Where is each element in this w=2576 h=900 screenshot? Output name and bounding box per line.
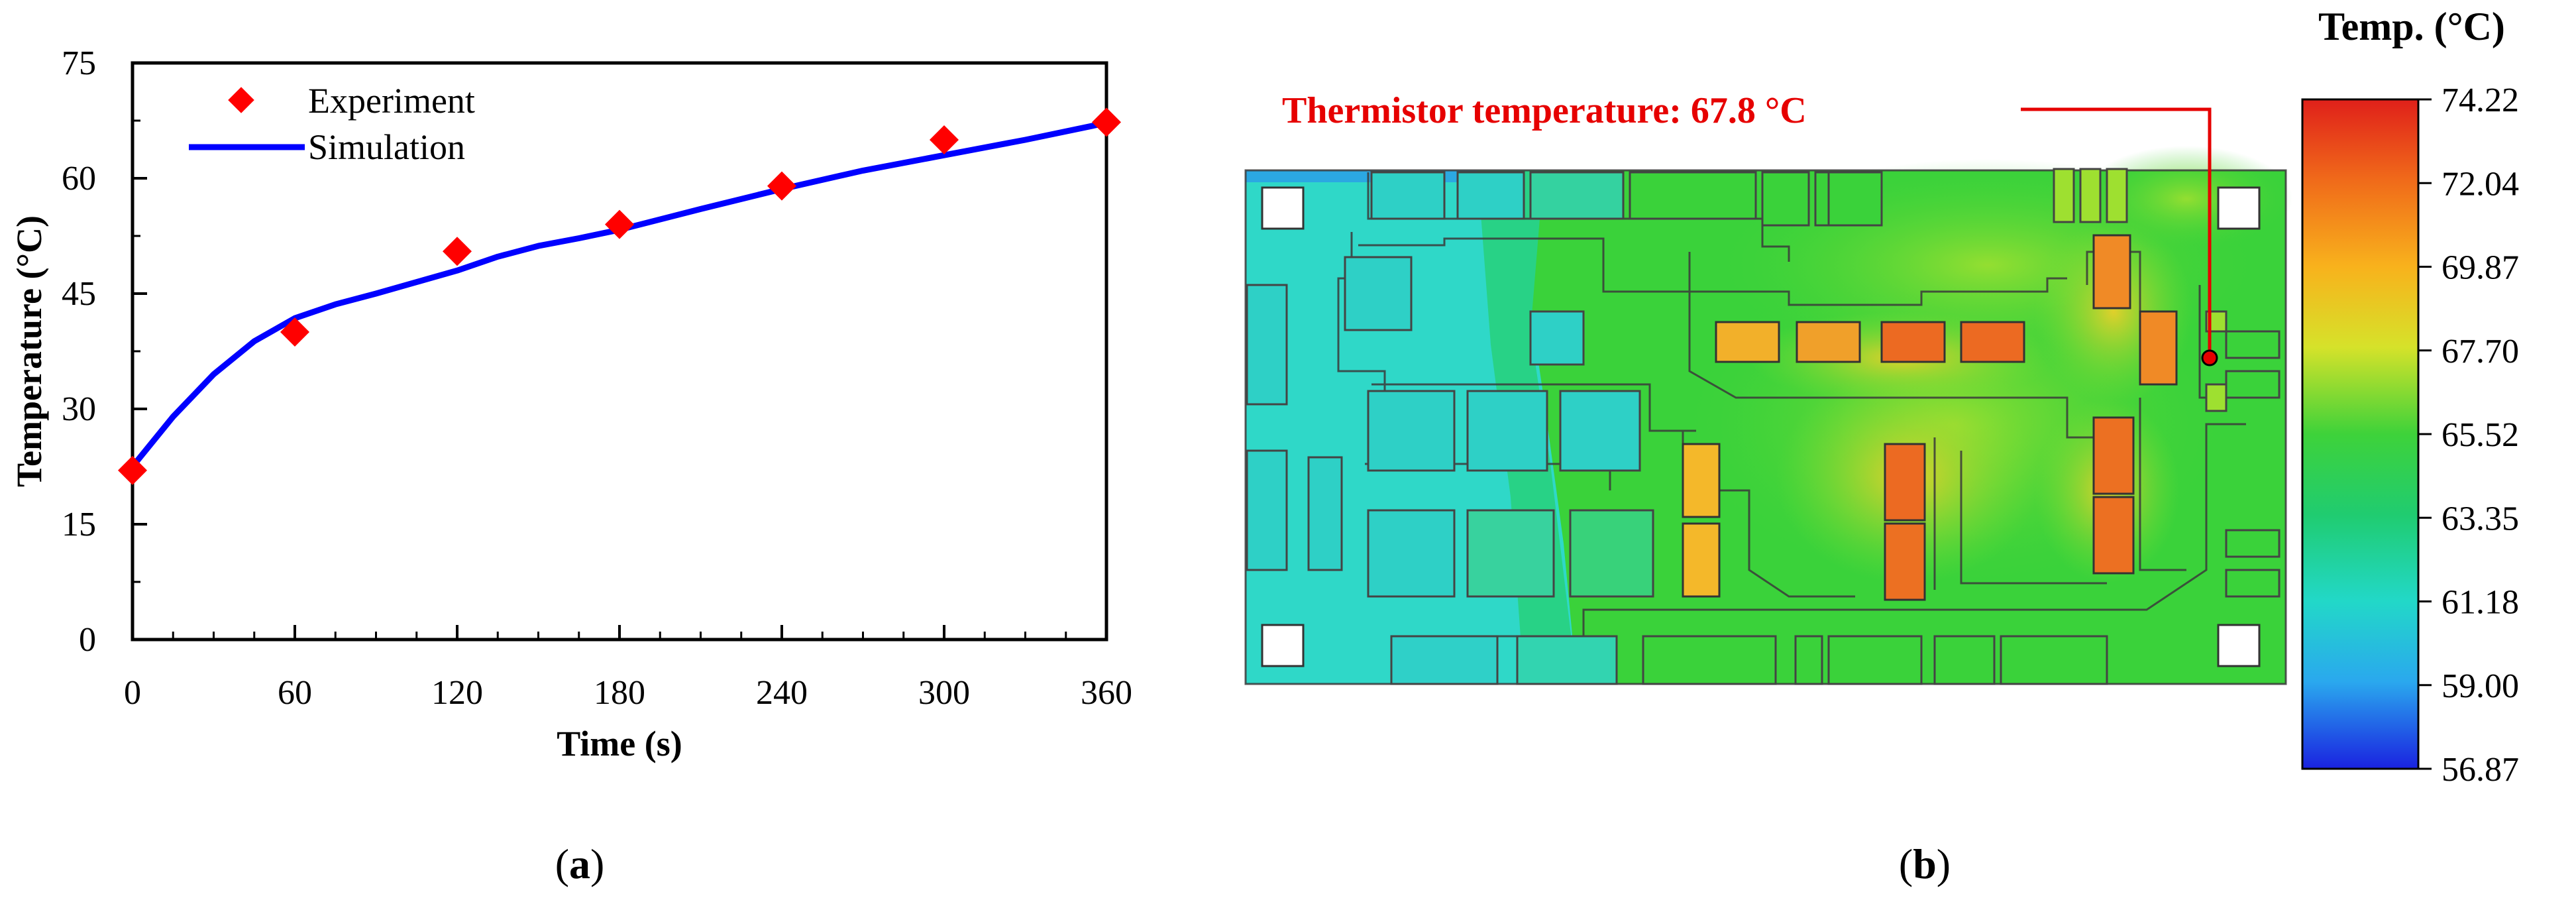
y-tick-label: 15 xyxy=(62,506,96,543)
legend: Experiment Simulation xyxy=(189,81,475,167)
colorbar: Temp. (°C) 74.22 72.04 69.87 67.70 65.52 63.3… xyxy=(2301,5,2519,789)
colorbar-ticks: 74.22 72.04 69.87 67.70 65.52 63.35 61.18 59.00… xyxy=(2418,82,2519,789)
experiment-point xyxy=(1092,107,1121,137)
callout-leader-line xyxy=(2021,107,2212,358)
colorbar-tick-label: 69.87 xyxy=(2442,249,2519,287)
y-tick-label: 75 xyxy=(62,44,96,82)
x-tick-labels: 0 60 120 180 240 300 360 xyxy=(124,674,1132,712)
experiment-point xyxy=(443,237,472,266)
x-tick-label: 120 xyxy=(431,674,483,712)
experiment-point xyxy=(930,125,959,154)
colorbar-tick-label: 63.35 xyxy=(2442,500,2519,537)
x-tick-label: 300 xyxy=(918,674,970,712)
pcb-components xyxy=(1246,168,2281,685)
colorbar-tick-label: 65.52 xyxy=(2442,416,2519,454)
colorbar-tick-label: 59.00 xyxy=(2442,667,2519,705)
panel-label-b: (b) xyxy=(1899,840,1951,887)
thermistor-point xyxy=(2201,349,2218,366)
legend-marker-experiment xyxy=(228,87,254,113)
y-tick-labels: 0 15 30 45 60 75 xyxy=(62,44,96,659)
experiment-point xyxy=(605,209,634,239)
panel-label-b-letter: b xyxy=(1913,840,1937,887)
panel-label-a-letter: a xyxy=(569,840,590,887)
colorbar-tick-label: 67.70 xyxy=(2442,333,2519,370)
y-tick-label: 60 xyxy=(62,160,96,197)
colorbar-tick-label: 61.18 xyxy=(2442,584,2519,622)
experiment-point xyxy=(280,317,309,347)
hot-components xyxy=(1682,234,2178,601)
colorbar-tick-label: 74.22 xyxy=(2442,82,2519,119)
colorbar-gradient xyxy=(2301,98,2420,770)
thermal-map-panel: Thermistor temperature: 67.8 °C Temp. (°… xyxy=(1244,5,2519,887)
experiment-point xyxy=(767,171,796,201)
simulation-line xyxy=(129,120,1110,470)
experiment-points xyxy=(118,107,1121,485)
x-axis-label: Time (s) xyxy=(557,724,682,763)
colorbar-tick-label: 72.04 xyxy=(2442,165,2519,203)
mounting-holes xyxy=(1261,186,2261,667)
x-tick-label: 360 xyxy=(1081,674,1132,712)
y-tick-label: 0 xyxy=(79,621,96,659)
thermistor-callout: Thermistor temperature: 67.8 °C xyxy=(1282,90,2218,366)
colorbar-title: Temp. (°C) xyxy=(2318,5,2505,48)
y-tick-label: 30 xyxy=(62,390,96,428)
y-tick-label: 45 xyxy=(62,275,96,313)
x-tick-label: 60 xyxy=(278,674,312,712)
thermistor-annotation: Thermistor temperature: 67.8 °C xyxy=(1282,90,1807,131)
panel-label-a: (a) xyxy=(555,840,605,887)
x-tick-label: 0 xyxy=(124,674,141,712)
y-axis-label: Temperature (°C) xyxy=(9,215,49,487)
legend-label-simulation: Simulation xyxy=(308,127,465,167)
legend-label-experiment: Experiment xyxy=(308,81,475,121)
x-tick-label: 240 xyxy=(756,674,808,712)
experiment-point xyxy=(118,455,147,485)
colorbar-tick-label: 56.87 xyxy=(2442,751,2519,789)
x-tick-label: 180 xyxy=(594,674,645,712)
